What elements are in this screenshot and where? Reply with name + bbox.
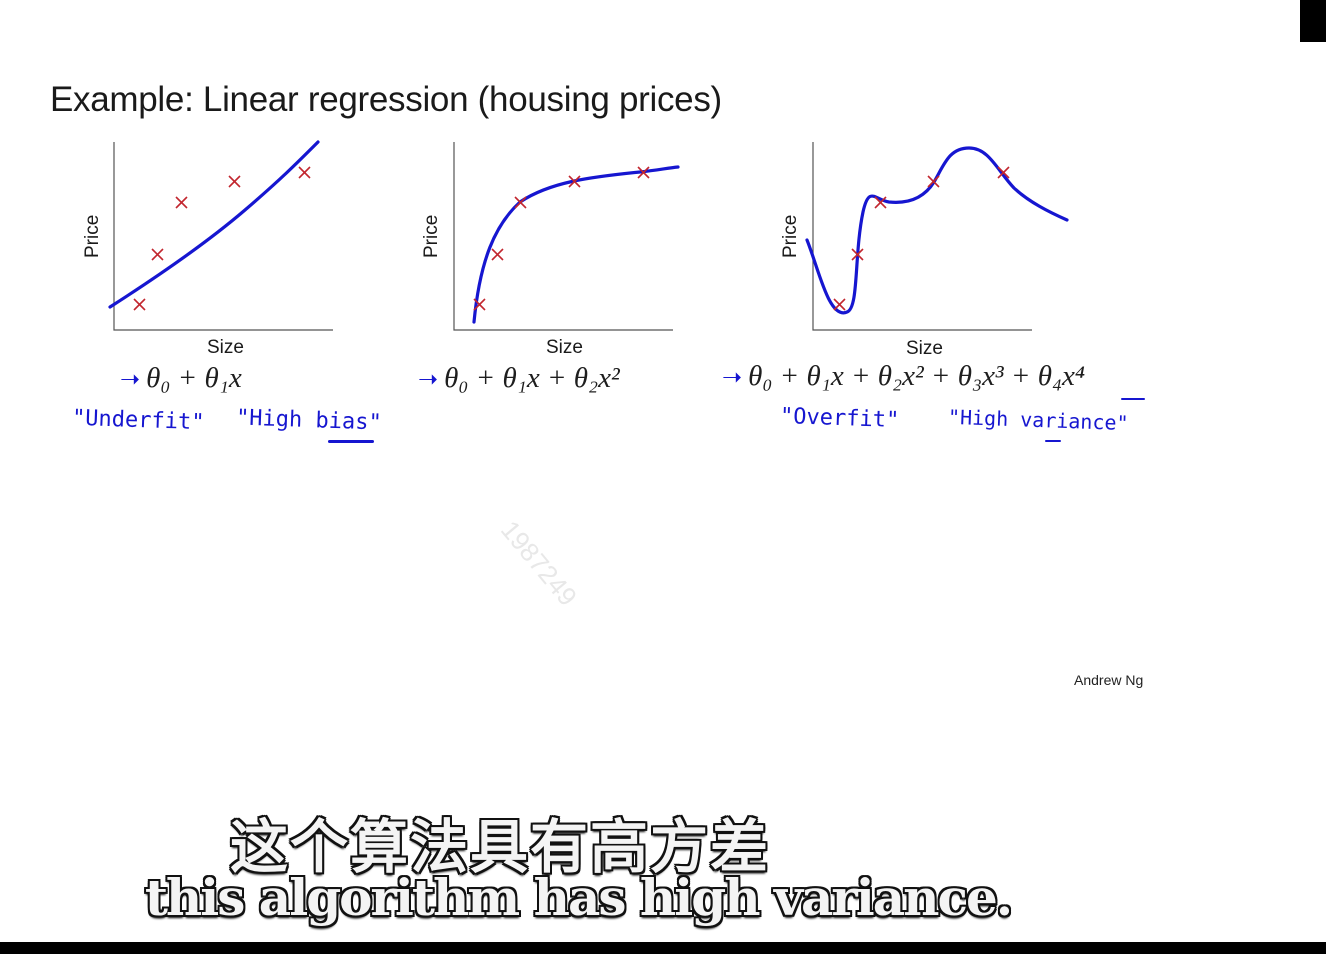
- note-underfit: "Underfit": [71, 405, 205, 436]
- data-point: [175, 196, 188, 209]
- data-point: [473, 298, 486, 311]
- x-axis-label: Size: [906, 338, 943, 359]
- data-point: [927, 175, 940, 188]
- formula-text: θ₀ + θ₁x: [146, 362, 242, 394]
- y-axis-label: Price: [82, 215, 103, 258]
- hypothesis-linear: ➝ θ₀ + θ₁x: [120, 362, 242, 395]
- note-overfit: "Overfit": [779, 403, 900, 434]
- author-credit: Andrew Ng: [1074, 672, 1144, 688]
- plot-axes: [812, 142, 1032, 331]
- fit-curve-linear: [108, 140, 320, 309]
- handwritten-underline: [1045, 440, 1061, 442]
- data-point: [228, 175, 241, 188]
- data-point: [997, 166, 1010, 179]
- formula-text: θ₀ + θ₁x + θ₂x² + θ₃x³ + θ₄x⁴: [748, 360, 1085, 392]
- data-point: [491, 248, 504, 261]
- data-point: [568, 175, 581, 188]
- subtitle-english: this algorithm has high variance.: [144, 868, 1013, 927]
- formula-text: θ₀ + θ₁x + θ₂x²: [444, 362, 620, 394]
- fit-curve-quadratic: [472, 165, 680, 324]
- x-axis-label: Size: [546, 337, 583, 358]
- right-arrow-icon: ➝: [418, 365, 439, 393]
- slide-title: Example: Linear regression (housing pric…: [50, 80, 722, 119]
- x-axis-label: Size: [207, 337, 244, 358]
- data-point: [851, 248, 864, 261]
- watermark: 1987249: [494, 514, 584, 612]
- video-frame-edge: [1300, 0, 1326, 42]
- subtitle-chinese: 这个算法具有高方差: [229, 813, 770, 881]
- handwritten-underline: [1121, 398, 1145, 400]
- data-point: [298, 166, 311, 179]
- plot-underfit: Price Size: [82, 140, 333, 358]
- note-high-variance: "High variance": [947, 404, 1129, 436]
- data-point: [514, 196, 527, 209]
- plot-just-right: Price Size: [421, 142, 680, 358]
- hypothesis-quartic: ➝ θ₀ + θ₁x + θ₂x² + θ₃x³ + θ₄x⁴: [722, 360, 1085, 393]
- video-bottom-bar: [0, 942, 1326, 954]
- data-point: [133, 298, 146, 311]
- note-high-bias: "High bias": [235, 405, 383, 436]
- data-point: [637, 166, 650, 179]
- y-axis-label: Price: [780, 215, 801, 258]
- y-axis-label: Price: [421, 215, 442, 258]
- data-points: [833, 166, 1010, 311]
- right-arrow-icon: ➝: [722, 363, 743, 391]
- data-points: [473, 166, 650, 311]
- handwritten-underline: [328, 440, 374, 443]
- data-points: [133, 166, 311, 311]
- right-arrow-icon: ➝: [120, 365, 141, 393]
- data-point: [833, 298, 846, 311]
- hypothesis-quadratic: ➝ θ₀ + θ₁x + θ₂x²: [418, 362, 620, 395]
- fit-curve-quartic: [805, 146, 1069, 315]
- data-point: [874, 196, 887, 209]
- plot-axes: [113, 142, 333, 331]
- plot-axes: [453, 142, 673, 331]
- data-point: [151, 248, 164, 261]
- plot-overfit: Price Size: [780, 142, 1069, 359]
